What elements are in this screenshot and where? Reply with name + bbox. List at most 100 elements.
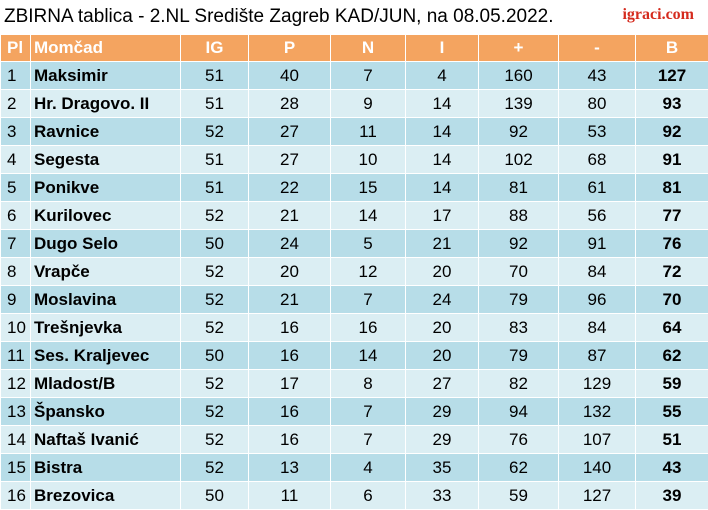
table-cell: 7 [331,398,406,426]
table-cell: 39 [636,482,708,510]
column-header: Pl [1,35,31,62]
table-cell: 87 [559,342,636,370]
table-cell: 68 [559,146,636,174]
column-header: IG [181,35,249,62]
table-cell: 43 [636,454,708,482]
table-cell: 9 [331,90,406,118]
table-cell: 51 [181,174,249,202]
table-cell: 52 [181,426,249,454]
table-cell: 140 [559,454,636,482]
table-cell: 40 [249,62,331,90]
table-cell: 16 [1,482,31,510]
table-cell: 21 [406,230,479,258]
table-cell: Segesta [31,146,181,174]
table-cell: 10 [331,146,406,174]
table-cell: 79 [479,286,559,314]
table-cell: 15 [1,454,31,482]
table-cell: 4 [1,146,31,174]
table-cell: 76 [636,230,708,258]
table-cell: 24 [406,286,479,314]
column-header: I [406,35,479,62]
table-cell: 4 [406,62,479,90]
table-cell: 12 [331,258,406,286]
table-cell: 91 [636,146,708,174]
table-cell: Naftaš Ivanić [31,426,181,454]
table-cell: 50 [181,482,249,510]
logo: igraci.com [622,6,694,24]
table-cell: 51 [181,62,249,90]
table-cell: 92 [636,118,708,146]
table-cell: 50 [181,342,249,370]
table-cell: 88 [479,202,559,230]
table-cell: 52 [181,398,249,426]
table-cell: 5 [1,174,31,202]
table-cell: 61 [559,174,636,202]
table-cell: 139 [479,90,559,118]
table-cell: 14 [331,342,406,370]
table-cell: 27 [406,370,479,398]
table-cell: 3 [1,118,31,146]
table-cell: 127 [559,482,636,510]
table-cell: 43 [559,62,636,90]
table-cell: 20 [406,314,479,342]
table-cell: 14 [331,202,406,230]
table-cell: 56 [559,202,636,230]
table-cell: 20 [406,258,479,286]
table-cell: 24 [249,230,331,258]
table-cell: 70 [479,258,559,286]
table-cell: 52 [181,314,249,342]
table-cell: 10 [1,314,31,342]
table-cell: 13 [1,398,31,426]
table-cell: 11 [331,118,406,146]
table-cell: 82 [479,370,559,398]
table-cell: 22 [249,174,331,202]
table-cell: 83 [479,314,559,342]
table-cell: 160 [479,62,559,90]
table-cell: 21 [249,286,331,314]
table-cell: 28 [249,90,331,118]
table-cell: 107 [559,426,636,454]
table-cell: Brezovica [31,482,181,510]
table-cell: 102 [479,146,559,174]
title: ZBIRNA tablica - 2.NL Središte Zagreb KA… [4,0,554,34]
table-cell: 59 [479,482,559,510]
table-cell: 7 [1,230,31,258]
table-cell: Kurilovec [31,202,181,230]
table-cell: 27 [249,118,331,146]
table-cell: 16 [331,314,406,342]
table-cell: 15 [331,174,406,202]
table-cell: 51 [636,426,708,454]
table-cell: 12 [1,370,31,398]
table-cell: 13 [249,454,331,482]
table-cell: 17 [406,202,479,230]
table-cell: 16 [249,398,331,426]
table-cell: 5 [331,230,406,258]
table-cell: 52 [181,118,249,146]
table-cell: 59 [636,370,708,398]
table-cell: 1 [1,62,31,90]
table-cell: Hr. Dragovo. II [31,90,181,118]
table-cell: 76 [479,426,559,454]
table-cell: 16 [249,342,331,370]
table-cell: Mladost/B [31,370,181,398]
table-cell: 62 [479,454,559,482]
column-header: N [331,35,406,62]
column-header: P [249,35,331,62]
table-cell: 21 [249,202,331,230]
table-cell: Maksimir [31,62,181,90]
column-header: B [636,35,708,62]
table-cell: Ponikve [31,174,181,202]
table-cell: Ses. Kraljevec [31,342,181,370]
table-cell: 7 [331,62,406,90]
table-cell: 127 [636,62,708,90]
